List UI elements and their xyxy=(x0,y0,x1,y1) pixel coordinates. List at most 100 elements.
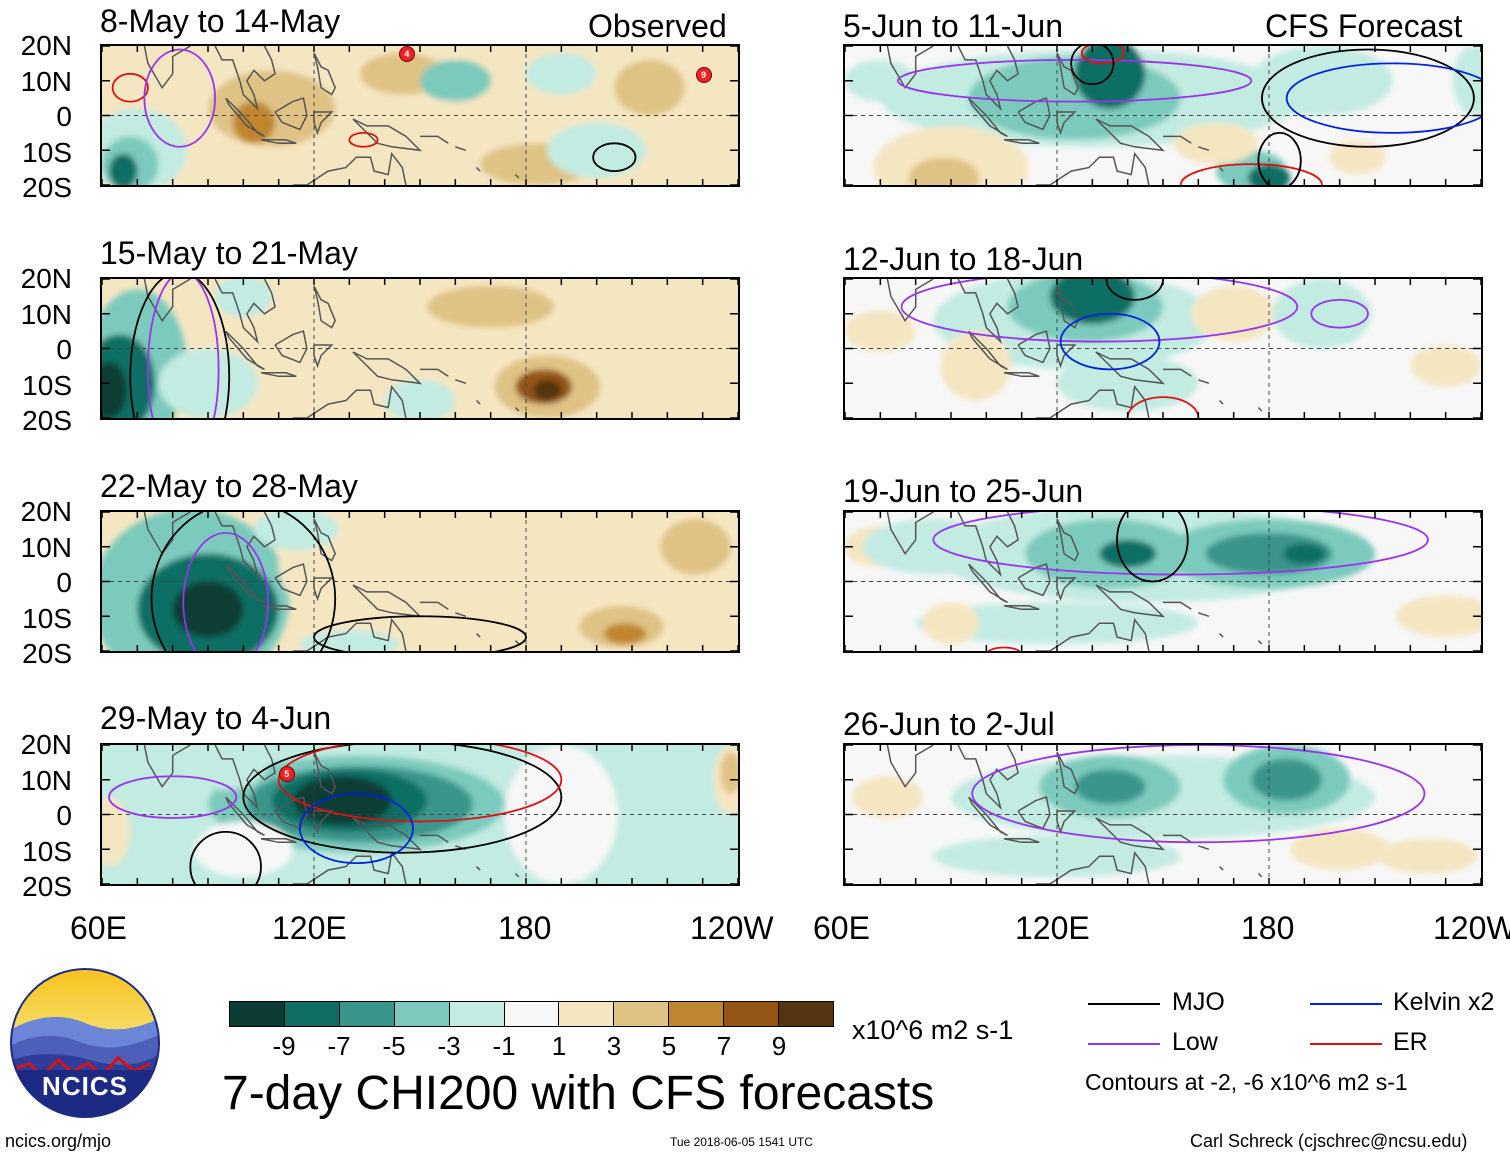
coastline xyxy=(1163,135,1192,144)
coastline xyxy=(292,151,407,185)
coastline xyxy=(1003,605,1040,611)
coastline xyxy=(886,46,934,90)
chi200-anomaly-area xyxy=(1283,543,1326,565)
low-contour xyxy=(143,48,216,148)
coastline xyxy=(225,563,265,604)
legend-kelvin-line xyxy=(1310,1003,1382,1005)
chi200-anomaly-area xyxy=(933,835,1181,878)
coastline xyxy=(1218,400,1224,405)
lat-label: 10S xyxy=(22,835,72,867)
mjo-contour xyxy=(1116,512,1189,583)
coastline xyxy=(957,46,1019,112)
coastline xyxy=(260,838,297,844)
mjo-contour xyxy=(150,512,337,651)
coastline xyxy=(292,384,407,418)
ncics-logo-graphic xyxy=(10,968,160,1118)
coastline xyxy=(514,407,520,412)
chi200-anomaly-area xyxy=(292,776,392,825)
tropical-cyclone-marker: 9 xyxy=(695,66,712,83)
coastline xyxy=(475,167,481,172)
low-contour xyxy=(108,775,238,819)
coastline xyxy=(1095,118,1166,152)
coastline xyxy=(455,379,467,385)
map-fc-5-jun xyxy=(843,44,1483,187)
ncics-logo: NCICS xyxy=(10,968,160,1118)
chi200-anomaly-area xyxy=(1378,838,1478,874)
coastline xyxy=(1035,617,1150,651)
map-canvas xyxy=(102,745,738,884)
map-canvas xyxy=(102,512,738,651)
panel-title-fc-2: 12-Jun to 18-Jun xyxy=(843,241,1084,277)
lat-label: 0 xyxy=(56,800,72,831)
er-contour xyxy=(1126,396,1200,418)
colorbar-tick-label: 3 xyxy=(606,1031,622,1061)
coastline xyxy=(225,330,265,371)
low-contour xyxy=(182,531,269,651)
coastline xyxy=(214,46,276,112)
coastline xyxy=(475,866,481,871)
coastline xyxy=(225,97,265,138)
kelvin-contour xyxy=(298,792,414,865)
lat-label: 20S xyxy=(22,638,72,669)
chi200-anomaly-area xyxy=(420,578,491,620)
footer-timestamp: Tue 2018-06-05 1541 UTC xyxy=(670,1135,813,1149)
chi200-anomaly-area xyxy=(845,59,916,102)
coastline xyxy=(313,518,337,562)
coastline xyxy=(1198,379,1210,385)
colorbar-tick-label: -9 xyxy=(272,1031,296,1061)
colorbar-units: x10^6 m2 s-1 xyxy=(852,1015,1014,1045)
coastline xyxy=(214,512,276,578)
coastline xyxy=(1056,518,1080,562)
chi200-anomaly-area xyxy=(1290,828,1390,871)
colorbar-swatch xyxy=(338,1002,394,1026)
chi200-anomaly-area xyxy=(603,623,647,645)
chi200-anomaly-area xyxy=(852,776,923,818)
low-contour xyxy=(147,279,220,418)
legend-kelvin-label: Kelvin x2 xyxy=(1393,988,1495,1016)
coastline xyxy=(1163,601,1192,610)
panel-title-obs-1: 8-May to 14-May xyxy=(100,3,341,39)
colorbar-tick-label: -1 xyxy=(492,1031,516,1061)
coastline xyxy=(1003,372,1040,378)
lat-label: 10S xyxy=(22,602,72,634)
colorbar-swatch xyxy=(668,1002,724,1026)
map-canvas xyxy=(845,46,1481,185)
coastline xyxy=(968,97,1008,138)
coastline xyxy=(1035,384,1150,418)
colorbar-swatch xyxy=(393,1002,449,1026)
chi200-anomaly-area xyxy=(1329,139,1386,175)
map-obs-15-may xyxy=(100,277,740,420)
lon-label-120w-obs: 120W xyxy=(690,910,774,946)
mjo-contour xyxy=(242,745,563,854)
chi200-anomaly-area xyxy=(1173,122,1259,165)
lat-label: 20S xyxy=(22,405,72,436)
chi200-anomaly-area xyxy=(1272,279,1372,349)
chi200-anomaly-area xyxy=(208,70,336,147)
coastline xyxy=(1198,845,1210,851)
chi200-anomaly-area xyxy=(845,310,916,352)
map-obs-22-may xyxy=(100,510,740,653)
chi200-anomaly-area xyxy=(370,845,541,884)
coastline xyxy=(1095,584,1166,618)
colorbar-swatch xyxy=(503,1002,559,1026)
coastline xyxy=(143,512,191,556)
coastline xyxy=(1017,796,1051,830)
coastline xyxy=(886,279,934,323)
coastline xyxy=(1035,151,1150,185)
mjo-contour xyxy=(1105,279,1164,301)
low-contour xyxy=(1310,298,1369,329)
chi200-anomaly-area xyxy=(420,59,491,102)
lat-label: 10N xyxy=(20,531,72,563)
chi200-anomaly-area xyxy=(193,821,293,878)
lat-label: 10N xyxy=(20,298,72,330)
coastline xyxy=(274,330,308,364)
lon-label-180-obs: 180 xyxy=(498,910,552,946)
coastline xyxy=(1257,174,1263,179)
mjo-contour xyxy=(313,615,527,651)
coastline xyxy=(292,617,407,651)
coastline xyxy=(455,612,467,618)
colorbar-tick-label: 7 xyxy=(716,1031,732,1061)
lat-label: 10S xyxy=(22,136,72,168)
map-canvas xyxy=(845,745,1481,884)
